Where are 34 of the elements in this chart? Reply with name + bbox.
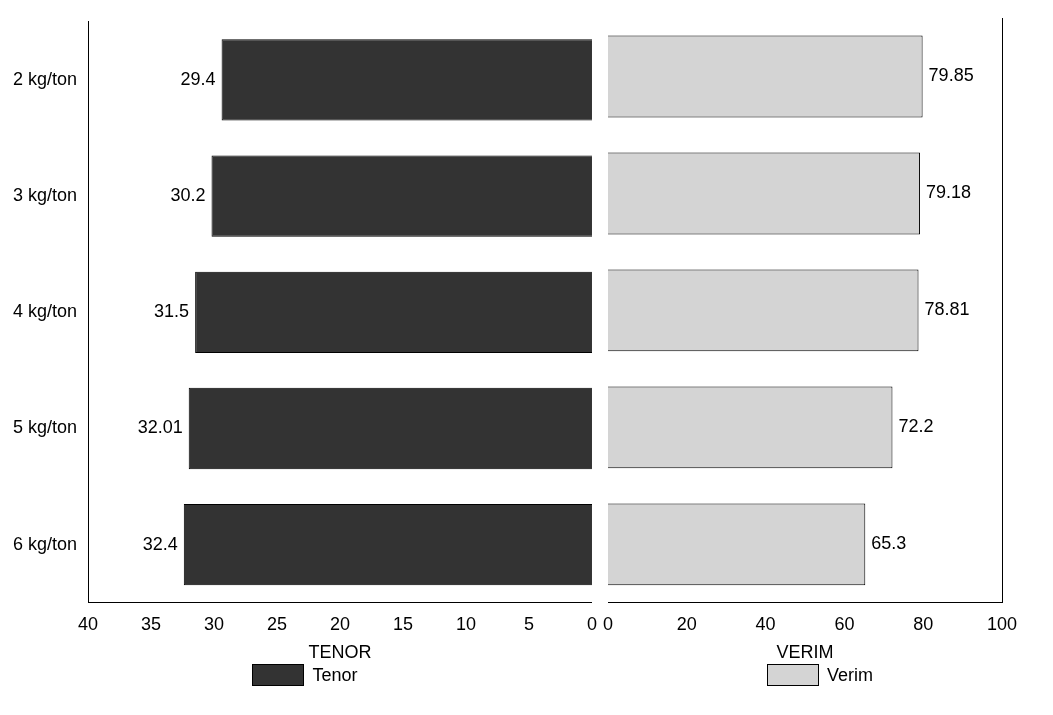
data-label: 32.4 [142, 533, 178, 554]
text: Verim [826, 664, 873, 686]
x-tick-label: 5 [523, 613, 535, 634]
x-tick-label: 0 [586, 613, 597, 634]
data-label: 79.85 [928, 65, 974, 86]
y-tick-label: 2 kg/ton [13, 68, 78, 89]
y-tick-label: 4 kg/ton [13, 301, 78, 322]
data-label: 79.18 [925, 182, 972, 203]
x-tick-label: 10 [455, 613, 477, 634]
x-tick-label: 60 [834, 613, 855, 634]
x-tick-label: 100 [986, 613, 1018, 634]
data-label: 78.81 [924, 299, 970, 320]
data-label: 72.2 [898, 416, 934, 437]
x-tick-label: 20 [330, 613, 351, 634]
x-tick-label: 30 [204, 613, 225, 634]
x-tick-label: 35 [141, 613, 162, 634]
text: Tenor [312, 664, 358, 686]
data-label: 31.5 [154, 301, 190, 322]
y-tick-label: 6 kg/ton [13, 533, 78, 554]
y-tick-label: 3 kg/ton [13, 185, 78, 206]
x-axis-title: TENOR [308, 642, 372, 663]
data-label: 30.2 [170, 185, 206, 206]
data-label: 32.01 [137, 417, 183, 438]
x-tick-label: 20 [676, 613, 697, 634]
x-tick-label: 80 [913, 613, 934, 634]
x-tick-label: 40 [78, 613, 99, 634]
x-axis-title: VERIM [776, 642, 834, 663]
x-tick-label: 0 [603, 613, 614, 634]
x-tick-label: 40 [755, 613, 776, 634]
data-label: 29.4 [180, 68, 216, 89]
x-tick-label: 25 [267, 613, 288, 634]
y-tick-label: 5 kg/ton [13, 417, 78, 438]
x-tick-label: 15 [393, 613, 414, 634]
data-label: 65.3 [871, 533, 907, 554]
